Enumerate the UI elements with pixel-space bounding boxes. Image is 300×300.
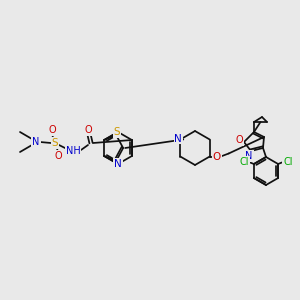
Text: O: O: [84, 125, 92, 135]
Text: S: S: [114, 127, 121, 137]
Text: N: N: [174, 134, 182, 143]
Text: O: O: [235, 135, 243, 145]
Text: N: N: [114, 159, 122, 169]
Text: N: N: [245, 151, 253, 161]
Text: S: S: [52, 138, 58, 148]
Text: O: O: [213, 152, 221, 161]
Text: Cl: Cl: [239, 157, 249, 167]
Text: Cl: Cl: [284, 157, 293, 167]
Text: NH: NH: [66, 146, 80, 156]
Text: O: O: [54, 151, 62, 161]
Text: O: O: [48, 125, 56, 135]
Text: N: N: [32, 137, 40, 147]
